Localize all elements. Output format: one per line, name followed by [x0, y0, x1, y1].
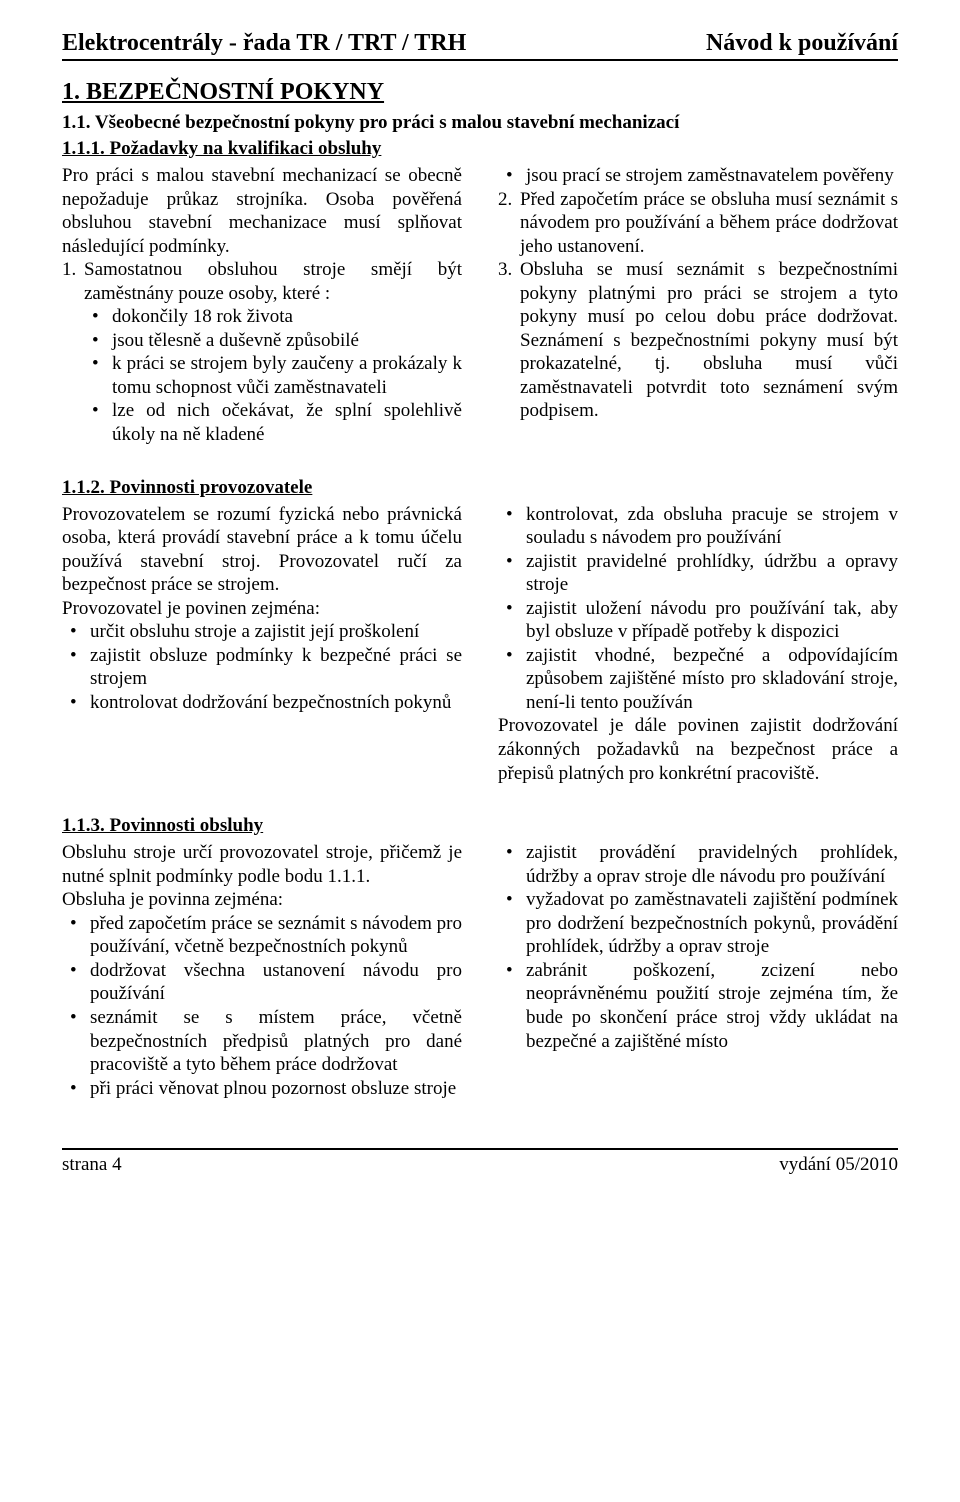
list-item: před započetím práce se seznámit s návod… — [62, 912, 462, 959]
col-right-112: kontrolovat, zda obsluha pracuje se stro… — [498, 503, 898, 786]
footer-right: vydání 05/2010 — [779, 1154, 898, 1176]
col-left-112: Provozovatelem se rozumí fyzická nebo pr… — [62, 503, 462, 786]
list-item: k práci se strojem byly zaučeny a prokáz… — [84, 352, 462, 399]
list-item: zajistit vhodné, bezpečné a odpovídající… — [498, 644, 898, 715]
page-footer: strana 4 vydání 05/2010 — [62, 1148, 898, 1176]
list-item: zabránit poškození, zcizení nebo neopráv… — [498, 959, 898, 1053]
col-left-111: Pro práci s malou stavební mechanizací s… — [62, 164, 462, 447]
intro-113: Obsluhu stroje určí provozovatel stroje,… — [62, 841, 462, 888]
col-right-113: zajistit provádění pravidelných prohlíde… — [498, 841, 898, 1100]
num-item-2: Před započetím práce se obsluha musí sez… — [498, 188, 898, 259]
section-113: 1.1.3. Povinnosti obsluhy Obsluhu stroje… — [62, 815, 898, 1100]
intro2-112: Provozovatel je povinen zejména: — [62, 597, 462, 621]
intro-112: Provozovatelem se rozumí fyzická nebo pr… — [62, 503, 462, 597]
list-item: jsou tělesně a duševně způsobilé — [84, 329, 462, 353]
heading-111: 1.1.1. Požadavky na kvalifikaci obsluhy — [62, 138, 898, 160]
col-left-113: Obsluhu stroje určí provozovatel stroje,… — [62, 841, 462, 1100]
list-item: zajistit obsluze podmínky k bezpečné prá… — [62, 644, 462, 691]
num-item-1-text: Samostatnou obsluhou stroje smějí být za… — [84, 259, 462, 304]
list-item: zajistit pravidelné prohlídky, údržbu a … — [498, 550, 898, 597]
num-item-3: Obsluha se musí seznámit s bezpečnostním… — [498, 258, 898, 423]
intro2-113: Obsluha je povinna zejména: — [62, 888, 462, 912]
section-title: 1. BEZPEČNOSTNÍ POKYNY — [62, 79, 898, 106]
page-header: Elektrocentrály - řada TR / TRT / TRH Ná… — [62, 30, 898, 61]
list-item: jsou prací se strojem zaměstnavatelem po… — [498, 164, 898, 188]
section-1: 1. BEZPEČNOSTNÍ POKYNY 1.1. Všeobecné be… — [62, 79, 898, 447]
list-item: zajistit uložení návodu pro používání ta… — [498, 597, 898, 644]
list-item: zajistit provádění pravidelných prohlíde… — [498, 841, 898, 888]
list-item: při práci věnovat plnou pozornost obsluz… — [62, 1077, 462, 1101]
section-subtitle: 1.1. Všeobecné bezpečnostní pokyny pro p… — [62, 112, 898, 134]
list-item: seznámit se s místem práce, včetně bezpe… — [62, 1006, 462, 1077]
columns-112: Provozovatelem se rozumí fyzická nebo pr… — [62, 503, 898, 786]
header-left: Elektrocentrály - řada TR / TRT / TRH — [62, 30, 466, 57]
tail-112: Provozovatel je dále povinen zajistit do… — [498, 714, 898, 785]
section-112: 1.1.2. Povinnosti provozovatele Provozov… — [62, 477, 898, 786]
col-right-111: jsou prací se strojem zaměstnavatelem po… — [498, 164, 898, 447]
columns-111: Pro práci s malou stavební mechanizací s… — [62, 164, 898, 447]
num-item-1: Samostatnou obsluhou stroje smějí být za… — [62, 258, 462, 446]
list-item: určit obsluhu stroje a zajistit její pro… — [62, 620, 462, 644]
header-right: Návod k používání — [706, 30, 898, 57]
heading-112: 1.1.2. Povinnosti provozovatele — [62, 477, 898, 499]
list-item: vyžadovat po zaměstnavateli zajištění po… — [498, 888, 898, 959]
list-item: kontrolovat, zda obsluha pracuje se stro… — [498, 503, 898, 550]
columns-113: Obsluhu stroje určí provozovatel stroje,… — [62, 841, 898, 1100]
list-item: dokončily 18 rok života — [84, 305, 462, 329]
list-item: kontrolovat dodržování bezpečnostních po… — [62, 691, 462, 715]
list-item: lze od nich očekávat, že splní spolehliv… — [84, 399, 462, 446]
footer-left: strana 4 — [62, 1154, 122, 1176]
list-item: dodržovat všechna ustanovení návodu pro … — [62, 959, 462, 1006]
heading-113: 1.1.3. Povinnosti obsluhy — [62, 815, 898, 837]
intro-111: Pro práci s malou stavební mechanizací s… — [62, 164, 462, 258]
